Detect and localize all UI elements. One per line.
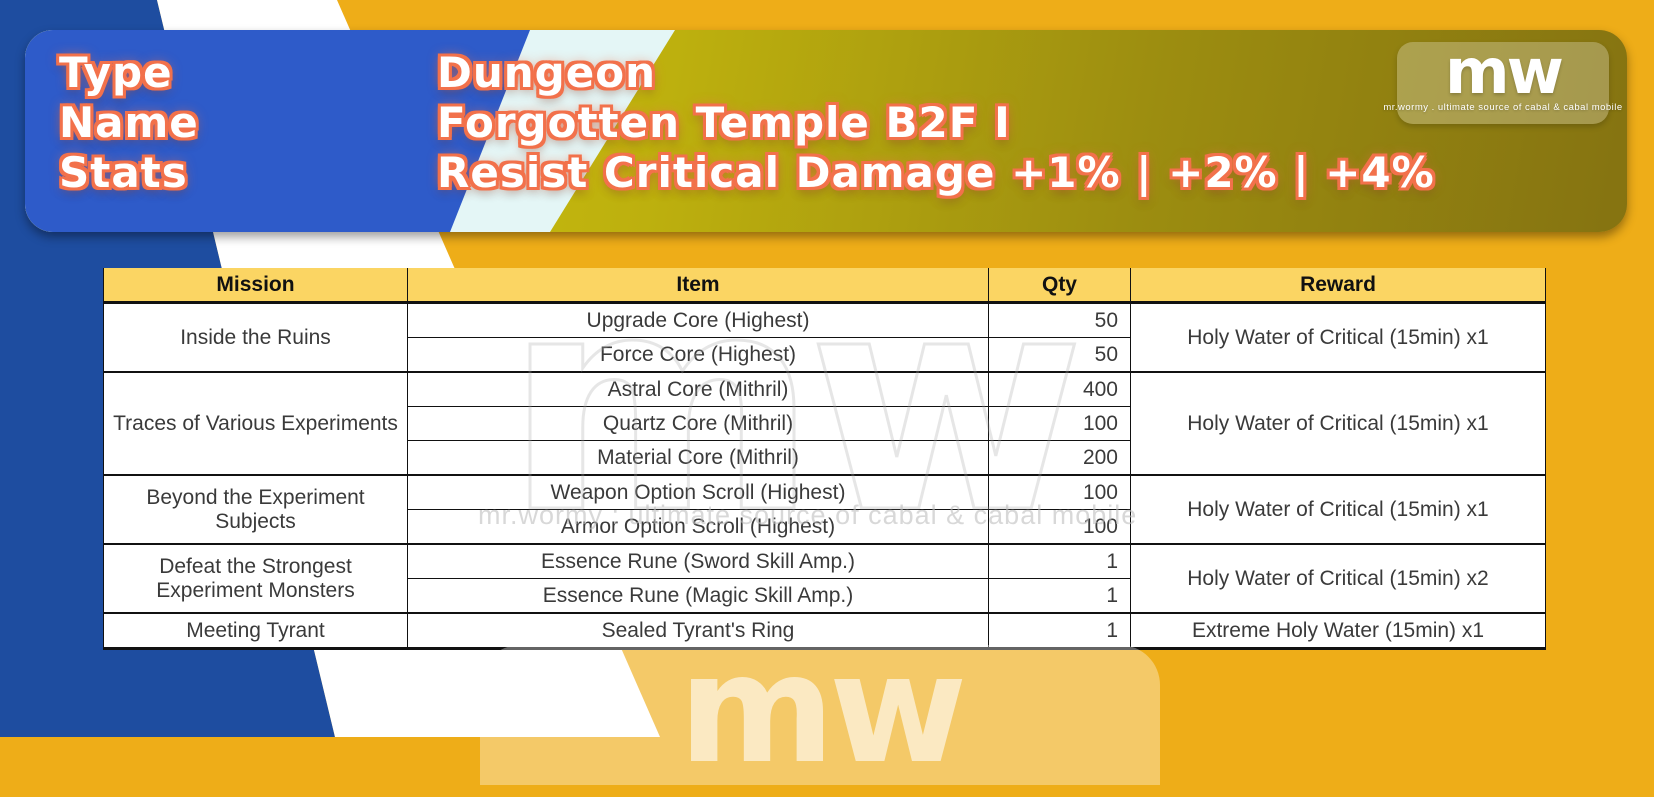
table-row: Material Core (Mithril) 200 <box>104 440 1546 475</box>
table-row: Beyond the Experiment Subjects Weapon Opt… <box>103 474 1546 544</box>
qty-cell: 1 <box>988 543 1131 579</box>
column-header-reward: Reward <box>1130 268 1546 304</box>
item-cell: Armor Option Scroll (Highest) <box>407 509 989 544</box>
qty-cell: 400 <box>988 371 1131 407</box>
qty-cell: 100 <box>988 406 1131 441</box>
reward-cell: Extreme Holy Water (15min) x1 <box>1130 612 1546 649</box>
name-label: Name <box>59 98 199 147</box>
column-header-item: Item <box>407 268 989 304</box>
item-cell: Astral Core (Mithril) <box>407 371 989 407</box>
item-cell: Sealed Tyrant's Ring <box>407 612 989 649</box>
item-cell: Force Core (Highest) <box>407 337 989 372</box>
qty-cell: 50 <box>988 301 1131 338</box>
mission-cell: Traces of Various Experiments <box>103 371 408 475</box>
qty-cell: 1 <box>988 612 1131 649</box>
item-cell: Upgrade Core (Highest) <box>407 301 989 338</box>
reward-cell: Holy Water of Critical (15min) x2 <box>1130 543 1546 613</box>
table-row: Defeat the Strongest Experiment Monsters… <box>103 543 1546 613</box>
table-row: Traces of Various Experiments Astral Core… <box>103 371 1546 475</box>
header-field-labels: Type Name Stats <box>59 48 199 198</box>
mw-logo: mw mr.wormy . ultimate source of cabal &… <box>1383 35 1622 124</box>
qty-cell: 100 <box>988 509 1131 544</box>
qty-cell: 1 <box>988 578 1131 613</box>
dungeon-type-value: Dungeon <box>437 48 656 97</box>
header-card: Type Name Stats Dungeon Forgotten Temple… <box>25 30 1627 232</box>
type-label: Type <box>59 48 173 97</box>
table-row: Meeting Tyrant Sealed Tyrant's Ring 1 Extre… <box>103 612 1546 649</box>
reward-table-body: Inside the Ruins Upgrade Core (Highest) 50… <box>103 301 1546 649</box>
dungeon-stats-value: Resist Critical Damage +1% | +2% | +4% <box>437 148 1435 197</box>
qty-cell: 50 <box>988 337 1131 372</box>
header-card-blue-section <box>25 30 530 232</box>
mission-cell: Meeting Tyrant <box>103 612 408 649</box>
qty-cell: 100 <box>988 474 1131 510</box>
stats-label: Stats <box>59 148 188 197</box>
item-cell: Essence Rune (Magic Skill Amp.) <box>407 578 989 613</box>
qty-cell: 200 <box>988 440 1131 475</box>
table-row: Quartz Core (Mithril) 100 <box>104 406 1546 441</box>
table-row: Inside the Ruins Upgrade Core (Highest) 50… <box>103 301 1546 372</box>
reward-table: Mission Item Qty Reward Inside the Ruins… <box>103 268 1546 650</box>
mw-logo-tagline: mr.wormy . ultimate source of cabal & ca… <box>1383 102 1623 113</box>
item-cell: Material Core (Mithril) <box>407 440 989 475</box>
dungeon-name-value: Forgotten Temple B2F I <box>437 98 1011 147</box>
table-row: Force Core (Highest) 50 <box>104 337 1546 372</box>
mission-cell: Defeat the Strongest Experiment Monsters <box>103 543 408 613</box>
table-row: Essence Rune (Magic Skill Amp.) 1 <box>104 578 1546 613</box>
table-row: Armor Option Scroll (Highest) 100 <box>104 509 1546 544</box>
reward-cell: Holy Water of Critical (15min) x1 <box>1130 301 1546 372</box>
header-field-values: Dungeon Forgotten Temple B2F I Resist Cr… <box>437 48 1435 198</box>
mission-cell: Inside the Ruins <box>103 301 408 372</box>
table-header-row: Mission Item Qty Reward <box>103 268 1546 304</box>
mission-cell: Beyond the Experiment Subjects <box>103 474 408 544</box>
item-cell: Weapon Option Scroll (Highest) <box>407 474 989 510</box>
item-cell: Essence Rune (Sword Skill Amp.) <box>407 543 989 579</box>
column-header-qty: Qty <box>988 268 1131 304</box>
reward-cell: Holy Water of Critical (15min) x1 <box>1130 474 1546 544</box>
item-cell: Quartz Core (Mithril) <box>407 406 989 441</box>
mw-logo-text: mw <box>1445 35 1564 108</box>
column-header-mission: Mission <box>103 268 408 304</box>
reward-cell: Holy Water of Critical (15min) x1 <box>1130 371 1546 475</box>
